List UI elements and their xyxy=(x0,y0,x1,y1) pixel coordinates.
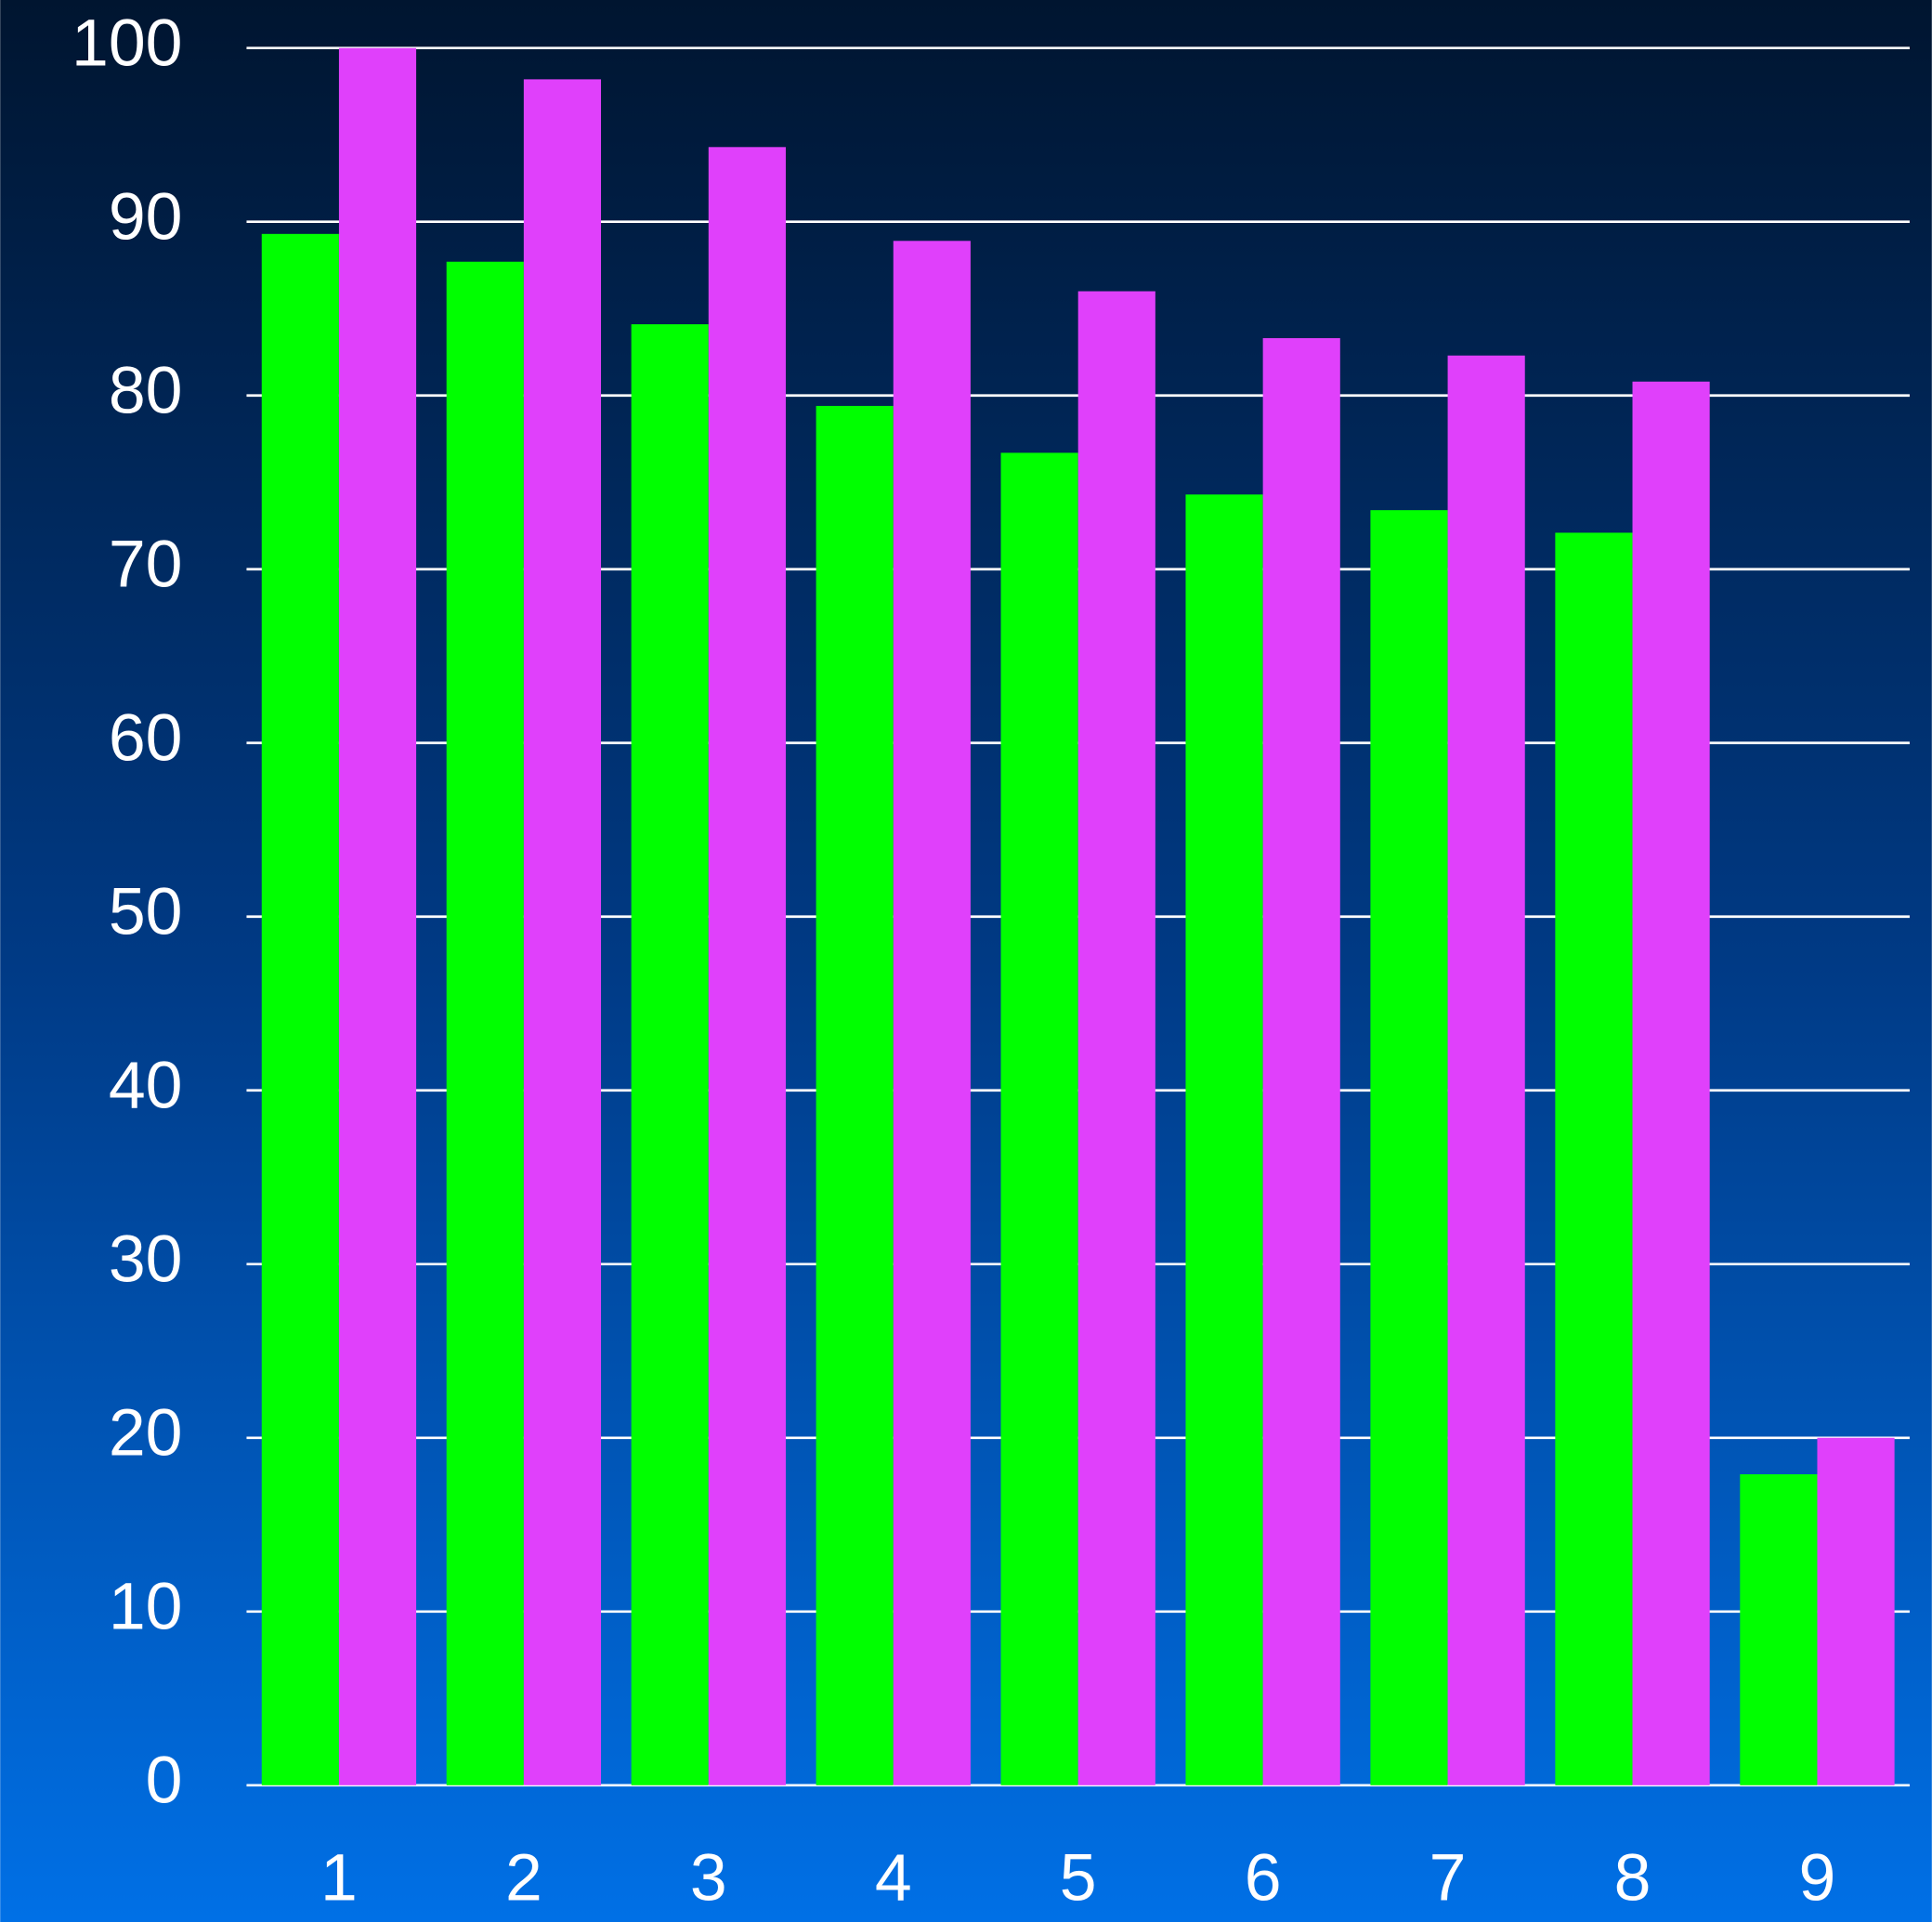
bar xyxy=(1077,291,1155,1785)
y-tick-label: 10 xyxy=(109,1570,183,1644)
x-tick-label: 4 xyxy=(875,1840,912,1915)
bar xyxy=(1447,355,1525,1785)
bar xyxy=(1817,1437,1895,1785)
y-tick-label: 40 xyxy=(109,1049,183,1123)
y-tick-label: 90 xyxy=(109,180,183,255)
x-tick-label: 7 xyxy=(1429,1840,1467,1915)
y-tick-label: 80 xyxy=(109,354,183,428)
y-tick-label: 70 xyxy=(109,528,183,602)
bar xyxy=(893,241,971,1785)
y-tick-label: 50 xyxy=(109,875,183,949)
bar xyxy=(1555,532,1633,1785)
bar xyxy=(1370,510,1448,1785)
bar xyxy=(708,147,786,1785)
y-tick-label: 60 xyxy=(109,701,183,776)
x-tick-label: 5 xyxy=(1060,1840,1097,1915)
y-tick-label: 100 xyxy=(72,7,182,81)
x-tick-label: 9 xyxy=(1799,1840,1836,1915)
bar xyxy=(631,324,709,1785)
bar xyxy=(446,261,524,1785)
x-tick-label: 6 xyxy=(1245,1840,1282,1915)
bar xyxy=(1185,494,1263,1785)
x-tick-label: 8 xyxy=(1614,1840,1651,1915)
bar xyxy=(523,79,602,1785)
x-tick-label: 3 xyxy=(690,1840,727,1915)
y-tick-label: 20 xyxy=(109,1396,183,1471)
bar xyxy=(1000,452,1078,1785)
bar xyxy=(816,405,894,1785)
bar xyxy=(261,233,339,1785)
x-tick-label: 1 xyxy=(320,1840,358,1915)
y-tick-label: 30 xyxy=(109,1222,183,1297)
x-tick-label: 2 xyxy=(505,1840,542,1915)
y-tick-label: 0 xyxy=(146,1744,183,1818)
bar xyxy=(1632,381,1710,1785)
bar xyxy=(338,47,417,1785)
bar xyxy=(1740,1474,1818,1785)
bar xyxy=(1262,338,1340,1785)
